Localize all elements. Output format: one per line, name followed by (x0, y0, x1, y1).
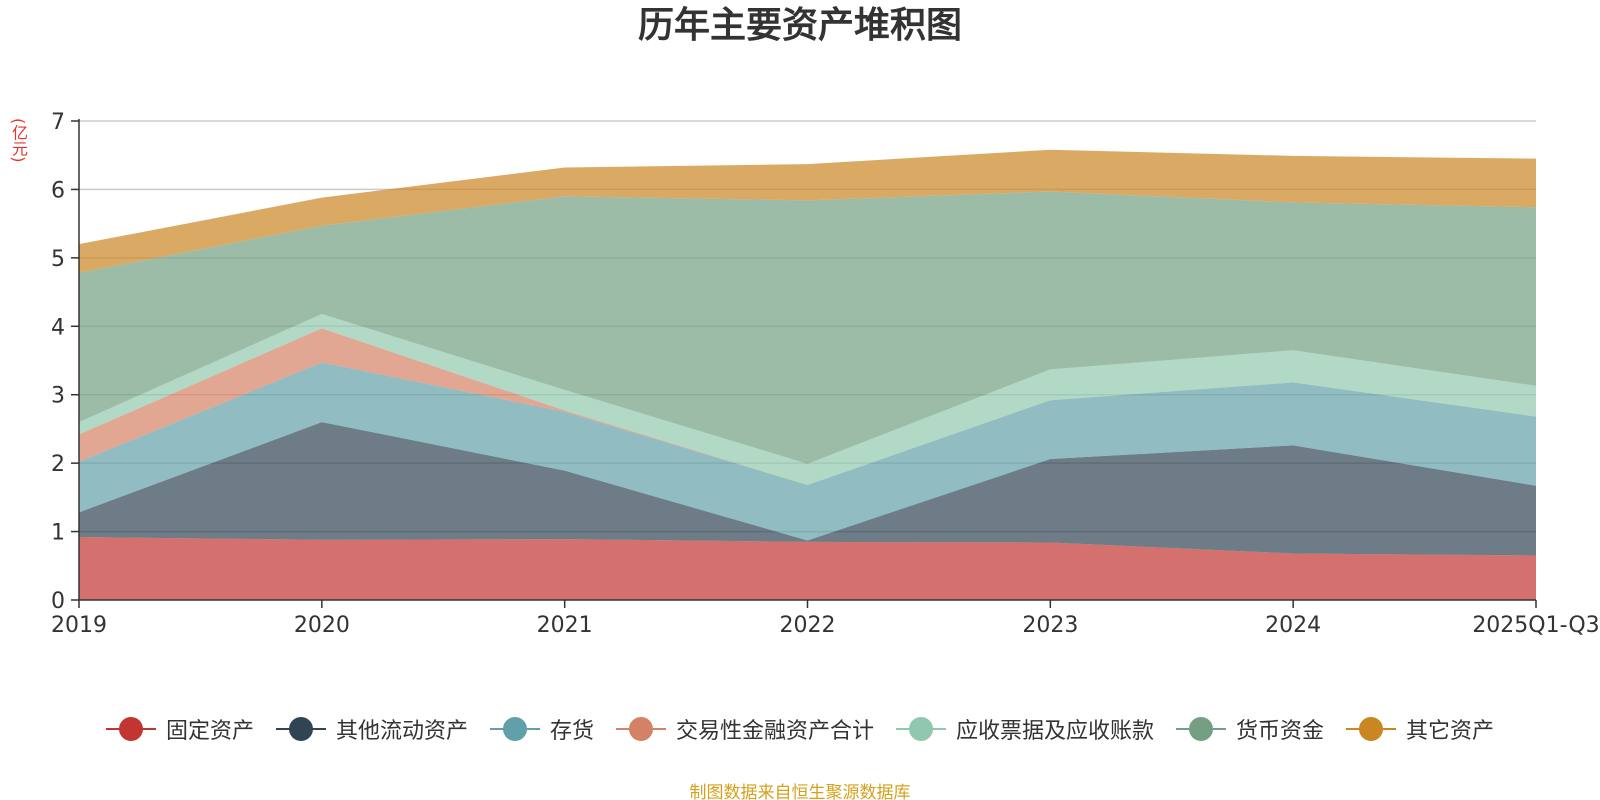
x-tick-label: 2024 (1265, 613, 1321, 638)
legend-label: 存货 (549, 719, 594, 744)
legend-item[interactable]: 存货 (489, 713, 594, 745)
axes: 0 1 2 3 4 5 6 7 2019 2020 2021 2022 2023 2024 2025Q1-Q… (51, 110, 1600, 638)
legend-label: 交易性金融资产合计 (675, 719, 874, 744)
x-tick-label: 2019 (51, 613, 107, 638)
area-series[interactable] (79, 422, 1536, 556)
legend-swatch-icon (896, 716, 946, 742)
area-series[interactable] (79, 362, 1536, 541)
source-note: 制图数据来自恒生聚源数据库 (689, 783, 911, 800)
legend-item[interactable]: 货币资金 (1176, 713, 1324, 745)
x-tick-label: 2023 (1022, 613, 1078, 638)
legend-item[interactable]: 交易性金融资产合计 (615, 713, 874, 745)
legend-swatch-icon (615, 716, 666, 742)
legend-item[interactable]: 应收票据及应收账款 (896, 713, 1154, 745)
x-tick-label: 2021 (537, 613, 593, 638)
legend-swatch-icon (105, 716, 156, 742)
legend-item[interactable]: 其它资产 (1346, 713, 1494, 745)
legend-item[interactable]: 其他流动资产 (275, 713, 468, 745)
y-tick-label: 5 (51, 247, 65, 272)
chart-title: 历年主要资产堆积图 (637, 5, 962, 46)
stacked-area-chart: 0 1 2 3 4 5 6 7 2019 2020 2021 2022 2023 2024 2025Q1-Q… (51, 110, 1600, 638)
x-tick-label: 2022 (780, 613, 836, 638)
legend-swatch-icon (1176, 716, 1227, 742)
legend-label: 应收票据及应收账款 (956, 719, 1155, 744)
area-series-layer (79, 149, 1536, 600)
x-tick-label: 2020 (294, 613, 350, 638)
legend: 固定资产 其他流动资产 存货 交易性金融资产合计 应收票据及应收账款 货币资金 其它资产 (0, 713, 1600, 745)
y-tick-label: 6 (51, 178, 65, 203)
area-series[interactable] (79, 313, 1536, 486)
legend-label: 其他流动资产 (335, 719, 468, 744)
area-series[interactable] (79, 149, 1536, 273)
y-tick-label: 7 (51, 110, 65, 135)
y-tick-label: 3 (51, 384, 65, 409)
legend-label: 固定资产 (165, 719, 254, 744)
y-tick-label: 0 (51, 589, 65, 614)
legend-label: 货币资金 (1236, 719, 1325, 744)
legend-item[interactable]: 固定资产 (105, 713, 254, 745)
legend-swatch-icon (1346, 716, 1397, 742)
y-tick-label: 1 (51, 521, 65, 546)
y-tick-label: 4 (51, 315, 65, 340)
legend-swatch-icon (275, 716, 326, 742)
legend-swatch-icon (489, 716, 540, 742)
legend-label: 其它资产 (1406, 719, 1495, 744)
area-series[interactable] (79, 537, 1536, 600)
area-series[interactable] (79, 191, 1536, 464)
y-axis-unit-label: (亿元) (9, 118, 28, 163)
x-tick-label: 2025Q1-Q3 (1472, 613, 1599, 638)
y-tick-label: 2 (51, 452, 65, 477)
